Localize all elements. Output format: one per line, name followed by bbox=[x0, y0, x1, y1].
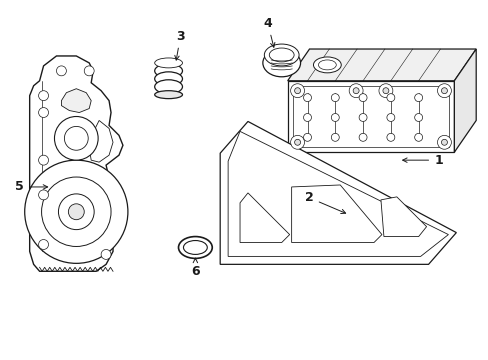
Circle shape bbox=[59, 194, 94, 230]
Circle shape bbox=[39, 155, 48, 165]
Ellipse shape bbox=[178, 237, 212, 258]
Circle shape bbox=[378, 84, 392, 98]
Polygon shape bbox=[287, 49, 475, 81]
Circle shape bbox=[25, 160, 128, 264]
Circle shape bbox=[414, 94, 422, 102]
Ellipse shape bbox=[154, 64, 182, 78]
Text: 3: 3 bbox=[174, 30, 184, 60]
Circle shape bbox=[331, 133, 339, 141]
Text: 1: 1 bbox=[402, 154, 442, 167]
Polygon shape bbox=[30, 56, 122, 271]
Circle shape bbox=[39, 108, 48, 117]
Circle shape bbox=[54, 117, 98, 160]
Circle shape bbox=[441, 88, 447, 94]
Ellipse shape bbox=[154, 58, 182, 68]
Circle shape bbox=[303, 113, 311, 121]
Ellipse shape bbox=[263, 49, 300, 77]
Text: 6: 6 bbox=[191, 258, 199, 278]
Text: 2: 2 bbox=[305, 192, 345, 213]
Polygon shape bbox=[291, 185, 381, 243]
Circle shape bbox=[331, 94, 339, 102]
Circle shape bbox=[358, 94, 366, 102]
Polygon shape bbox=[240, 193, 289, 243]
Circle shape bbox=[331, 113, 339, 121]
Circle shape bbox=[39, 239, 48, 249]
Ellipse shape bbox=[313, 57, 341, 73]
Ellipse shape bbox=[269, 48, 293, 62]
Text: 4: 4 bbox=[263, 17, 274, 47]
Ellipse shape bbox=[154, 80, 182, 94]
Circle shape bbox=[294, 139, 300, 145]
Circle shape bbox=[68, 204, 84, 220]
Circle shape bbox=[437, 84, 450, 98]
Circle shape bbox=[303, 94, 311, 102]
Ellipse shape bbox=[154, 72, 182, 86]
Circle shape bbox=[101, 249, 111, 260]
Ellipse shape bbox=[154, 91, 182, 99]
Circle shape bbox=[39, 91, 48, 100]
Circle shape bbox=[352, 88, 358, 94]
Polygon shape bbox=[61, 89, 91, 113]
Ellipse shape bbox=[183, 240, 207, 255]
Circle shape bbox=[290, 135, 304, 149]
Ellipse shape bbox=[318, 60, 336, 70]
Circle shape bbox=[437, 135, 450, 149]
Polygon shape bbox=[89, 121, 113, 162]
Polygon shape bbox=[380, 197, 426, 237]
Circle shape bbox=[303, 133, 311, 141]
Circle shape bbox=[358, 113, 366, 121]
Circle shape bbox=[294, 88, 300, 94]
Polygon shape bbox=[220, 121, 455, 264]
Circle shape bbox=[386, 113, 394, 121]
Polygon shape bbox=[453, 49, 475, 152]
Circle shape bbox=[386, 133, 394, 141]
Circle shape bbox=[358, 133, 366, 141]
Circle shape bbox=[84, 66, 94, 76]
Circle shape bbox=[39, 190, 48, 200]
Text: 5: 5 bbox=[15, 180, 47, 193]
Circle shape bbox=[386, 94, 394, 102]
Polygon shape bbox=[287, 81, 453, 152]
Circle shape bbox=[56, 66, 66, 76]
Circle shape bbox=[414, 113, 422, 121]
Circle shape bbox=[348, 84, 362, 98]
Ellipse shape bbox=[264, 44, 299, 66]
Circle shape bbox=[64, 126, 88, 150]
Circle shape bbox=[41, 177, 111, 247]
Circle shape bbox=[382, 88, 388, 94]
Circle shape bbox=[414, 133, 422, 141]
Circle shape bbox=[290, 84, 304, 98]
Circle shape bbox=[441, 139, 447, 145]
Polygon shape bbox=[228, 131, 447, 256]
